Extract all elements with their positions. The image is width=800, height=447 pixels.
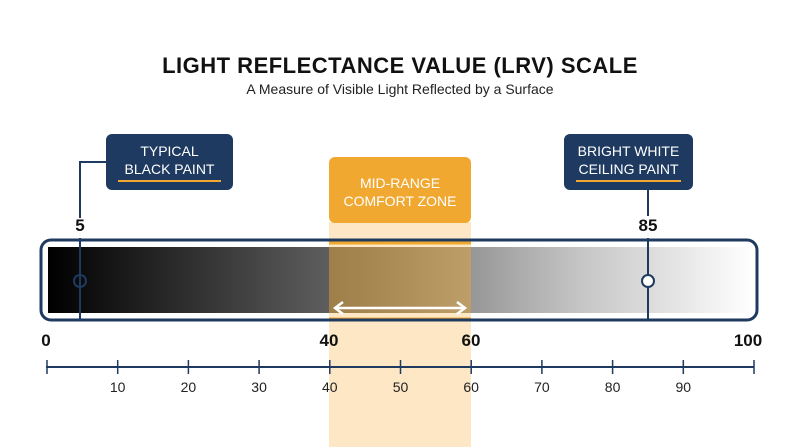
black-callout-line1: TYPICAL (140, 143, 199, 159)
tick-label-80: 80 (604, 379, 621, 395)
zone-label-line1: MID-RANGE (359, 175, 441, 191)
black-paint-connector (79, 161, 108, 218)
comfort-zone-label: MID-RANGE COMFORT ZONE (329, 157, 471, 223)
page-title: LIGHT REFLECTANCE VALUE (LRV) SCALE (162, 53, 638, 78)
tick-label-10: 10 (109, 379, 126, 395)
white-callout-underline (576, 180, 681, 182)
black-callout-underline (118, 180, 221, 182)
zone-double-arrow (332, 301, 468, 315)
zone-start-label: 40 (319, 331, 339, 350)
white-callout-line1: BRIGHT WHITE (577, 143, 680, 159)
black-paint-callout: TYPICAL BLACK PAINT (106, 134, 233, 190)
comfort-zone-overlay (329, 247, 471, 313)
white-callout-line2: CEILING PAINT (578, 161, 679, 177)
white-marker-dot (641, 274, 655, 288)
white-paint-callout: BRIGHT WHITE CEILING PAINT (564, 134, 693, 190)
zone-label-line2: COMFORT ZONE (343, 193, 457, 209)
scale-max-label: 100 (733, 331, 763, 350)
black-value-label: 5 (75, 216, 85, 235)
lrv-gradient-bar (48, 247, 754, 313)
tick-label-90: 90 (675, 379, 692, 395)
tick-label-30: 30 (251, 379, 267, 395)
zone-end-label: 60 (461, 331, 481, 350)
page-subtitle: A Measure of Visible Light Reflected by … (246, 81, 554, 97)
white-value-label: 85 (638, 216, 658, 235)
lrv-bar-frame (39, 238, 759, 322)
scale-min-label: 0 (41, 331, 51, 350)
tick-label-50: 50 (392, 379, 409, 395)
tick-label-60: 60 (463, 379, 479, 395)
tick-label-70: 70 (534, 379, 550, 395)
black-marker-dot (73, 274, 87, 288)
tick-label-40: 40 (322, 379, 338, 395)
axis-ticks (46, 360, 755, 374)
black-callout-line2: BLACK PAINT (124, 161, 215, 177)
tick-label-20: 20 (180, 379, 197, 395)
